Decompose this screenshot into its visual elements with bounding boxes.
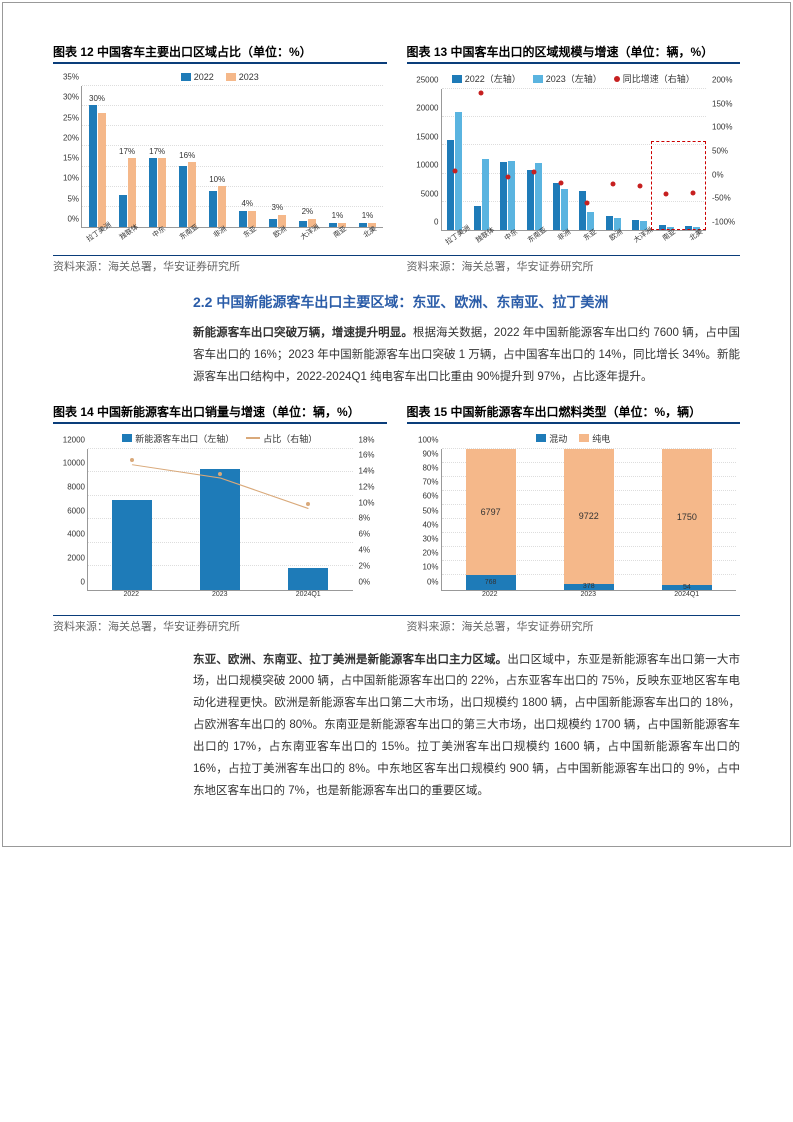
chart-13-source: 资料来源：海关总署，华安证券研究所 bbox=[407, 258, 741, 274]
swatch-icon bbox=[452, 75, 462, 83]
paragraph-1: 新能源客车出口突破万辆，增速提升明显。根据海关数据，2022 年中国新能源客车出… bbox=[193, 323, 740, 389]
line-icon bbox=[246, 437, 260, 439]
chart-15-area: 0%10%20%30%40%50%60%70%80%90%100% 679776… bbox=[407, 449, 741, 609]
report-page: 图表 12 中国客车主要出口区域占比（单位：%） 2022 2023 0%5%1… bbox=[2, 2, 791, 847]
paragraph-2: 东亚、欧洲、东南亚、拉丁美洲是新能源客车出口主力区域。出口区域中，东亚是新能源客… bbox=[193, 650, 740, 803]
chart-14-area: 020004000600080001000012000 0%2%4%6%8%10… bbox=[53, 449, 387, 609]
swatch-icon bbox=[181, 73, 191, 81]
chart-15-source: 资料来源：海关总署，华安证券研究所 bbox=[407, 618, 741, 634]
chart-13-area: 0500010000150002000025000 -100%-50%0%50%… bbox=[407, 89, 741, 249]
chart-12: 图表 12 中国客车主要出口区域占比（单位：%） 2022 2023 0%5%1… bbox=[53, 43, 387, 249]
legend-item: 2022（左轴） bbox=[452, 72, 521, 85]
legend-item: 纯电 bbox=[579, 432, 610, 445]
chart-15-title: 图表 15 中国新能源客车出口燃料类型（单位：%，辆） bbox=[407, 403, 741, 424]
legend-item: 2022 bbox=[181, 72, 214, 82]
swatch-icon bbox=[579, 434, 589, 442]
dot-icon bbox=[614, 76, 620, 82]
legend-item: 新能源客车出口（左轴） bbox=[122, 432, 234, 445]
legend-item: 2023 bbox=[226, 72, 259, 82]
legend-item: 占比（右轴） bbox=[246, 432, 317, 445]
chart-14-legend: 新能源客车出口（左轴） 占比（右轴） bbox=[53, 432, 387, 445]
source-row-1: 资料来源：海关总署，华安证券研究所 资料来源：海关总署，华安证券研究所 bbox=[53, 255, 740, 274]
chart-15-legend: 混动 纯电 bbox=[407, 432, 741, 445]
chart-row-2: 图表 14 中国新能源客车出口销量与增速（单位：辆，%） 新能源客车出口（左轴）… bbox=[53, 403, 740, 609]
legend-item: 2023（左轴） bbox=[533, 72, 602, 85]
chart-12-title: 图表 12 中国客车主要出口区域占比（单位：%） bbox=[53, 43, 387, 64]
chart-13-title: 图表 13 中国客车出口的区域规模与增速（单位：辆，%） bbox=[407, 43, 741, 64]
chart-14: 图表 14 中国新能源客车出口销量与增速（单位：辆，%） 新能源客车出口（左轴）… bbox=[53, 403, 387, 609]
chart-12-area: 0%5%10%15%20%25%30%35% 30%17%17%16%10%4%… bbox=[53, 86, 387, 246]
swatch-icon bbox=[226, 73, 236, 81]
chart-row-1: 图表 12 中国客车主要出口区域占比（单位：%） 2022 2023 0%5%1… bbox=[53, 43, 740, 249]
chart-12-source: 资料来源：海关总署，华安证券研究所 bbox=[53, 258, 387, 274]
swatch-icon bbox=[536, 434, 546, 442]
swatch-icon bbox=[122, 434, 132, 442]
legend-item: 混动 bbox=[536, 432, 567, 445]
legend-item: 同比增速（右轴） bbox=[614, 72, 695, 85]
source-row-2: 资料来源：海关总署，华安证券研究所 资料来源：海关总署，华安证券研究所 bbox=[53, 615, 740, 634]
chart-14-source: 资料来源：海关总署，华安证券研究所 bbox=[53, 618, 387, 634]
swatch-icon bbox=[533, 75, 543, 83]
section-2-2-title: 2.2 中国新能源客车出口主要区域：东亚、欧洲、东南亚、拉丁美洲 bbox=[193, 292, 740, 313]
chart-14-title: 图表 14 中国新能源客车出口销量与增速（单位：辆，%） bbox=[53, 403, 387, 424]
chart-12-legend: 2022 2023 bbox=[53, 72, 387, 82]
chart-13: 图表 13 中国客车出口的区域规模与增速（单位：辆，%） 2022（左轴） 20… bbox=[407, 43, 741, 249]
chart-15: 图表 15 中国新能源客车出口燃料类型（单位：%，辆） 混动 纯电 0%10%2… bbox=[407, 403, 741, 609]
chart-13-legend: 2022（左轴） 2023（左轴） 同比增速（右轴） bbox=[407, 72, 741, 85]
